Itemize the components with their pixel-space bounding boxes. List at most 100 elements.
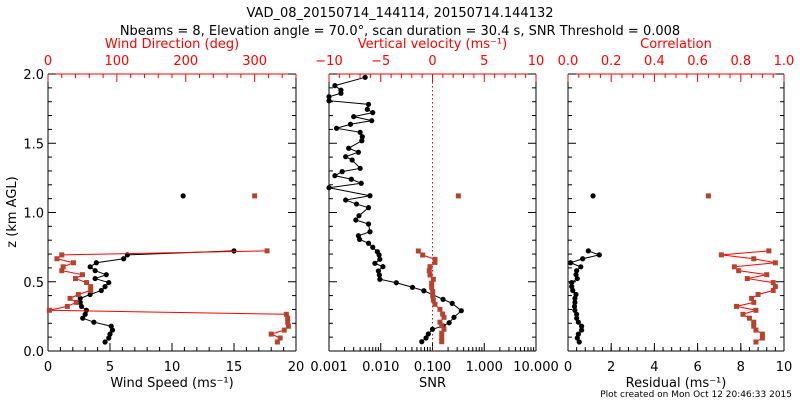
correlation-point <box>753 327 759 333</box>
snr-point <box>421 288 427 294</box>
wind-direction-point <box>54 256 60 262</box>
wind-speed-point <box>108 323 114 329</box>
snr-point <box>409 284 416 290</box>
wind-direction-point <box>70 260 76 266</box>
wind-speed-point <box>107 331 113 337</box>
snr-point <box>355 149 362 155</box>
y-axis-label: z (km AGL) <box>5 176 20 247</box>
vertical-velocity-point <box>430 289 436 295</box>
snr-point <box>357 165 363 171</box>
wind-speed-point <box>77 295 83 301</box>
snr-point <box>365 221 372 227</box>
wind-speed-point <box>102 283 108 290</box>
residual-point <box>572 299 578 305</box>
x-axis-title: SNR <box>419 376 446 391</box>
x-tick-label: 15 <box>226 360 243 375</box>
wind-direction-point <box>277 335 283 341</box>
correlation-point <box>764 272 770 278</box>
correlation-point <box>749 295 755 301</box>
snr-point <box>377 276 383 282</box>
correlation-point <box>772 260 778 266</box>
vertical-velocity-point <box>439 339 445 345</box>
residual-point <box>579 327 585 333</box>
snr-point <box>326 94 332 100</box>
vertical-velocity-point <box>429 284 435 290</box>
top-tick-label: 300 <box>242 54 267 69</box>
snr-point <box>362 74 368 80</box>
vertical-velocity-point <box>441 326 447 332</box>
residual-point <box>569 279 575 286</box>
y-tick-label: 1.0 <box>23 207 44 222</box>
snr-point <box>332 173 338 179</box>
top-tick-label: 0 <box>428 54 436 69</box>
y-tick-label: 0.0 <box>23 345 44 360</box>
wind-speed-point <box>87 291 93 298</box>
snr-point <box>359 138 365 144</box>
panel-3: 0 2 4 6 8 10 Residual (ms⁻¹) 0.0 0.2 0.4 0.6 0.8 1.0… <box>558 37 795 391</box>
snr-point <box>372 260 378 266</box>
snr-point <box>376 252 382 258</box>
wind-speed-point <box>98 287 104 294</box>
correlation-point <box>740 311 746 317</box>
y-tick-label: 1.5 <box>23 137 44 152</box>
residual-point <box>575 319 581 325</box>
x-tick-label: 4 <box>650 360 658 375</box>
vertical-velocity-point <box>430 276 436 282</box>
snr-point <box>359 134 365 140</box>
wind-direction-point <box>268 331 274 337</box>
correlation-point <box>759 335 765 341</box>
vertical-velocity-point <box>432 259 438 265</box>
top-tick-label: −5 <box>371 54 390 69</box>
x-tick-label: 2 <box>607 360 615 375</box>
top-axis-title: Correlation <box>640 37 712 52</box>
wind-direction-point <box>75 291 81 297</box>
top-axis-title: Wind Direction (deg) <box>105 37 239 52</box>
wind-speed-point <box>91 319 97 325</box>
correlation-point <box>753 339 759 345</box>
vertical-velocity-point <box>427 272 433 278</box>
wind-direction-point <box>252 193 258 199</box>
x-tick-label: 20 <box>288 360 305 375</box>
snr-point <box>349 157 355 163</box>
wind-speed-point <box>80 315 86 321</box>
residual-point <box>574 311 580 317</box>
vertical-velocity-point <box>427 264 433 270</box>
wind-speed-line <box>79 250 235 343</box>
snr-point <box>364 106 370 112</box>
vertical-velocity-point <box>420 252 426 258</box>
residual-point <box>574 268 580 274</box>
vertical-velocity-point <box>432 256 438 262</box>
correlation-point <box>751 323 757 329</box>
snr-point <box>377 256 383 262</box>
snr-point <box>370 110 376 116</box>
y-tick-label: 2.0 <box>23 68 44 83</box>
wind-direction-point <box>46 307 52 313</box>
wind-speed-point <box>83 307 90 313</box>
wind-speed-point <box>121 256 127 262</box>
snr-point <box>367 193 373 199</box>
snr-point <box>357 129 363 135</box>
top-tick-label: 0.8 <box>730 54 751 69</box>
residual-point <box>579 323 585 329</box>
wind-speed-point <box>102 339 108 345</box>
vertical-velocity-point <box>440 311 446 317</box>
wind-speed-point <box>103 272 109 278</box>
snr-point <box>446 320 452 326</box>
wind-direction-point <box>283 311 289 317</box>
residual-point <box>569 283 575 290</box>
snr-point <box>326 98 332 104</box>
snr-point <box>370 244 376 250</box>
snr-point <box>425 331 431 337</box>
wind-direction-point <box>59 252 65 258</box>
correlation-point <box>751 256 757 262</box>
vertical-velocity-point <box>426 268 432 274</box>
wind-direction-point <box>64 303 70 309</box>
snr-point <box>353 217 359 223</box>
wind-speed-point <box>77 299 83 305</box>
snr-point <box>365 240 372 246</box>
correlation-point <box>744 276 750 282</box>
snr-point <box>451 314 457 320</box>
figure-subtitle: Nbeams = 8, Elevation angle = 70.0°, sca… <box>120 24 680 39</box>
